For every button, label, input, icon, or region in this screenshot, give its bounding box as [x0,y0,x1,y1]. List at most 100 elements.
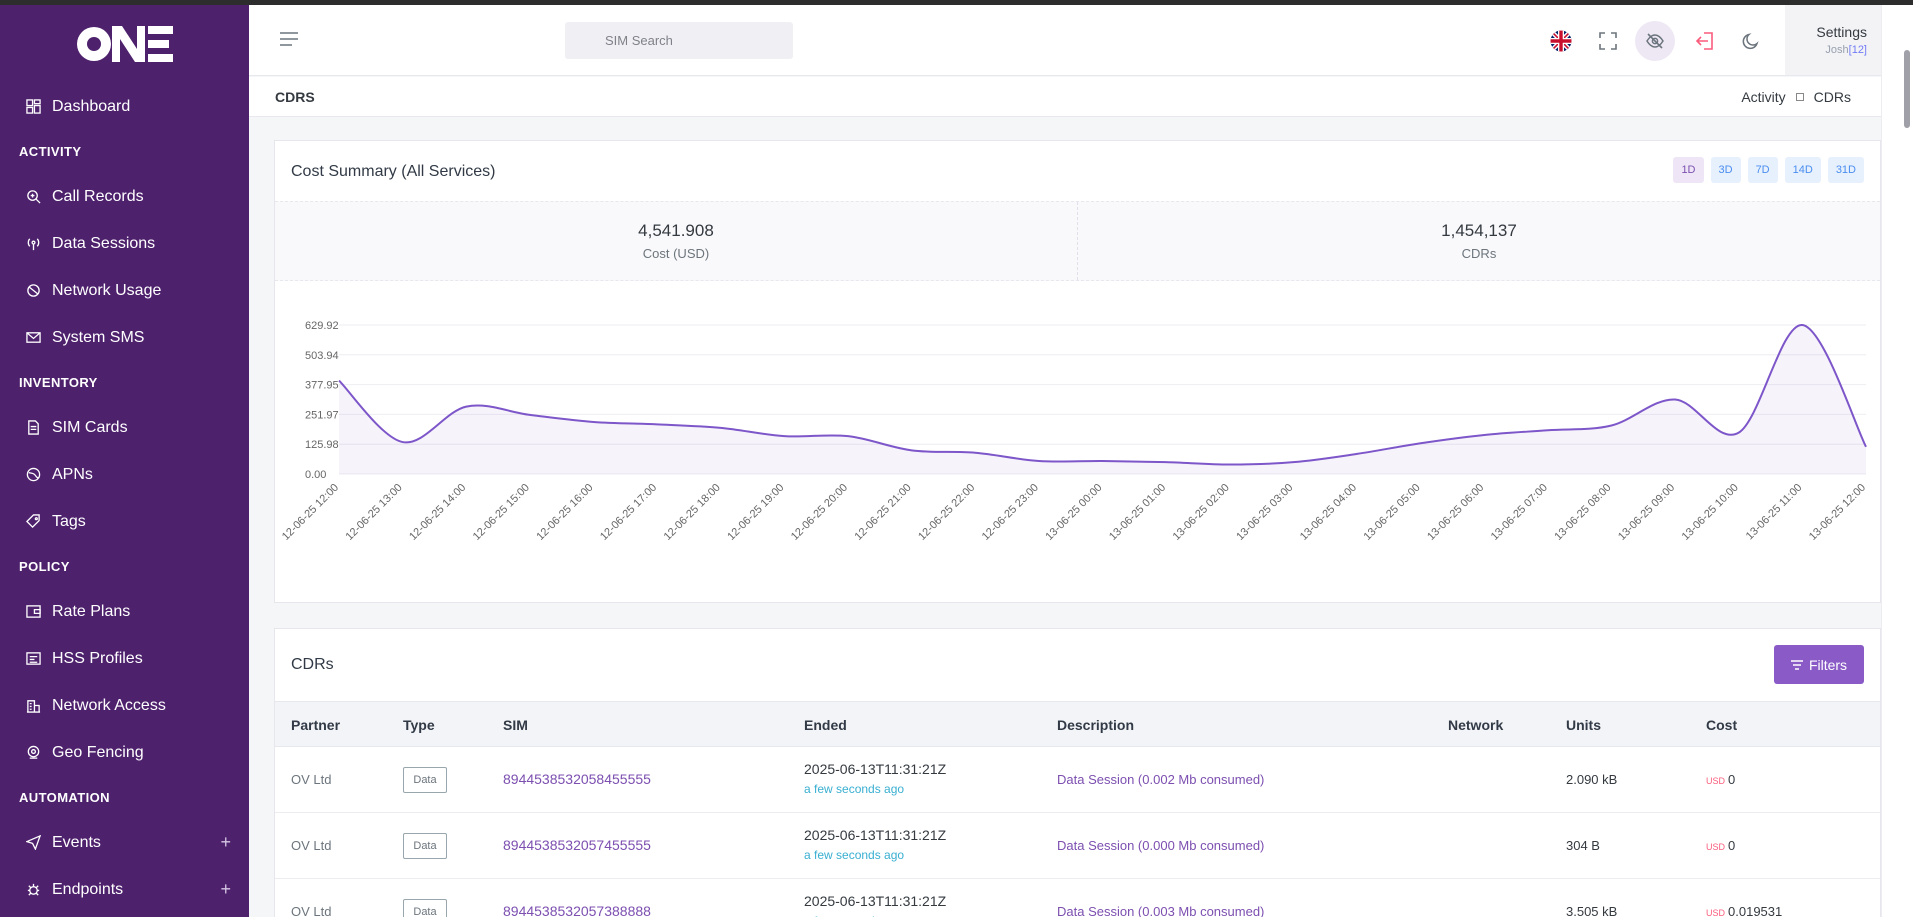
sim-search[interactable] [565,22,793,59]
range-button-7d[interactable]: 7D [1747,157,1778,183]
sidebar-item-label: APNs [52,465,93,483]
sim-search-input[interactable] [565,22,793,59]
sidebar-item-network-access[interactable]: Network Access [0,682,249,729]
x-tick-label: 12-06-25 21:00 [852,482,913,543]
send-icon [24,834,42,852]
type-badge: Data [403,833,447,859]
x-tick-label: 12-06-25 22:00 [916,482,977,543]
column-header-network[interactable]: Network [1448,717,1504,733]
fullscreen-icon[interactable] [1596,29,1620,53]
sidebar-item-rate-plans[interactable]: Rate Plans [0,588,249,635]
description-link[interactable]: Data Session (0.002 Mb consumed) [1057,772,1265,787]
breadcrumb-cdrs: CDRs [1813,89,1851,105]
sidebar-item-hss-profiles[interactable]: HSS Profiles [0,635,249,682]
scrollbar-thumb[interactable] [1904,50,1910,128]
ended-timestamp: 2025-06-13T11:31:21Z [804,761,947,777]
uk-flag-icon[interactable] [1549,29,1573,53]
settings-label: Settings [1816,24,1867,40]
x-tick-label: 12-06-25 15:00 [471,482,532,543]
expand-plus-icon[interactable]: + [220,879,231,899]
cdrs-value: 1,454,137 [1441,221,1517,240]
filters-button[interactable]: Filters [1774,645,1864,684]
column-header-units[interactable]: Units [1566,717,1601,733]
sidebar-item-events[interactable]: Events + [0,819,249,866]
y-tick-label: 0.00 [305,469,326,481]
units-cell: 304 B [1566,838,1600,853]
sidebar-item-geo-fencing[interactable]: Geo Fencing [0,729,249,776]
series-line [338,323,1867,466]
range-selector: 1D 3D 7D 14D 31D [1673,157,1864,183]
cdrs-table-title: CDRs [291,656,334,673]
sim-card-icon [24,419,42,437]
table-row[interactable]: OV Ltd Data 8944538532057388888 2025-06-13T… [275,879,1880,917]
column-header-partner[interactable]: Partner [291,717,341,733]
x-tick-label: 13-06-25 02:00 [1171,482,1232,543]
sidebar-item-dashboard[interactable]: Dashboard [0,83,249,130]
column-header-type[interactable]: Type [403,717,435,733]
network-usage-icon [24,282,42,300]
partner-cell: OV Ltd [291,772,332,787]
sidebar-item-system-sms[interactable]: System SMS [0,314,249,361]
breadcrumb-activity[interactable]: Activity [1741,89,1786,105]
x-tick-label: 13-06-25 07:00 [1489,482,1550,543]
sidebar-item-data-sessions[interactable]: Data Sessions [0,220,249,267]
sidebar-item-label: HSS Profiles [52,649,143,667]
column-header-sim[interactable]: SIM [503,717,528,733]
x-tick-label: 12-06-25 20:00 [789,482,850,543]
range-button-1d[interactable]: 1D [1673,157,1704,183]
sim-link[interactable]: 8944538532057388888 [503,903,651,917]
menu-toggle-icon[interactable] [279,31,299,52]
cost-summary-title: Cost Summary (All Services) [291,163,496,180]
cost-value: 4,541.908 [638,221,714,240]
table-row[interactable]: OV Ltd Data 8944538532057455555 2025-06-13T… [275,813,1880,879]
summary-stats: 4,541.908 Cost (USD) 1,454,137 CDRs [275,201,1880,281]
settings-user-menu[interactable]: Settings Josh[12] [1785,5,1881,75]
dark-mode-moon-icon[interactable] [1739,29,1763,53]
column-header-ended[interactable]: Ended [804,717,847,733]
range-button-3d[interactable]: 3D [1710,157,1741,183]
sidebar-item-call-records[interactable]: Call Records [0,173,249,220]
y-tick-label: 503.94 [305,350,339,362]
column-header-cost[interactable]: Cost [1706,717,1738,733]
app-logo[interactable] [0,5,249,83]
wallet-icon [24,603,42,621]
map-pin-icon [24,744,42,762]
range-button-31d[interactable]: 31D [1827,157,1864,183]
page-scrollbar[interactable] [1881,5,1913,917]
sidebar-item-sim-cards[interactable]: SIM Cards [0,404,249,451]
cdrs-table-card: CDRs Filters Partner Type SIM Ended Descript… [274,628,1881,917]
tag-icon [24,513,42,531]
breadcrumb: Activity CDRs [1741,89,1851,105]
sidebar-item-label: Data Sessions [52,234,156,252]
type-badge: Data [403,899,447,917]
description-link[interactable]: Data Session (0.000 Mb consumed) [1057,838,1265,853]
description-link[interactable]: Data Session (0.003 Mb consumed) [1057,904,1265,917]
x-tick-label: 13-06-25 12:00 [1807,482,1868,543]
sidebar-item-network-usage[interactable]: Network Usage [0,267,249,314]
units-cell: 3.505 kB [1566,904,1618,917]
table-row[interactable]: OV Ltd Data 8944538532058455555 2025-06-13T… [275,747,1880,813]
hide-eye-icon[interactable] [1635,21,1675,61]
sim-link[interactable]: 8944538532058455555 [503,771,651,787]
currency-label: USD [1706,908,1726,917]
user-info: Josh[12] [1825,44,1867,56]
expand-plus-icon[interactable]: + [220,832,231,852]
ended-cell: 2025-06-13T11:31:21Z a few seconds ago [804,893,946,917]
sidebar-item-endpoints[interactable]: Endpoints + [0,866,249,913]
column-header-description[interactable]: Description [1057,717,1135,733]
sidebar-item-apns[interactable]: APNs [0,451,249,498]
ended-timestamp: 2025-06-13T11:31:21Z [804,893,947,909]
x-tick-label: 12-06-25 23:00 [980,482,1041,543]
x-tick-label: 13-06-25 09:00 [1616,482,1677,543]
antenna-icon [24,235,42,253]
logout-icon[interactable] [1693,29,1717,53]
x-tick-label: 13-06-25 10:00 [1680,482,1741,543]
sidebar-item-label: Dashboard [52,97,131,115]
range-button-14d[interactable]: 14D [1784,157,1821,183]
sidebar-item-label: SIM Cards [52,418,128,436]
x-tick-label: 13-06-25 00:00 [1043,482,1104,543]
sidebar-item-label: Geo Fencing [52,743,144,761]
page-title: CDRS [275,89,315,105]
sidebar-item-tags[interactable]: Tags [0,498,249,545]
sim-link[interactable]: 8944538532057455555 [503,837,651,853]
